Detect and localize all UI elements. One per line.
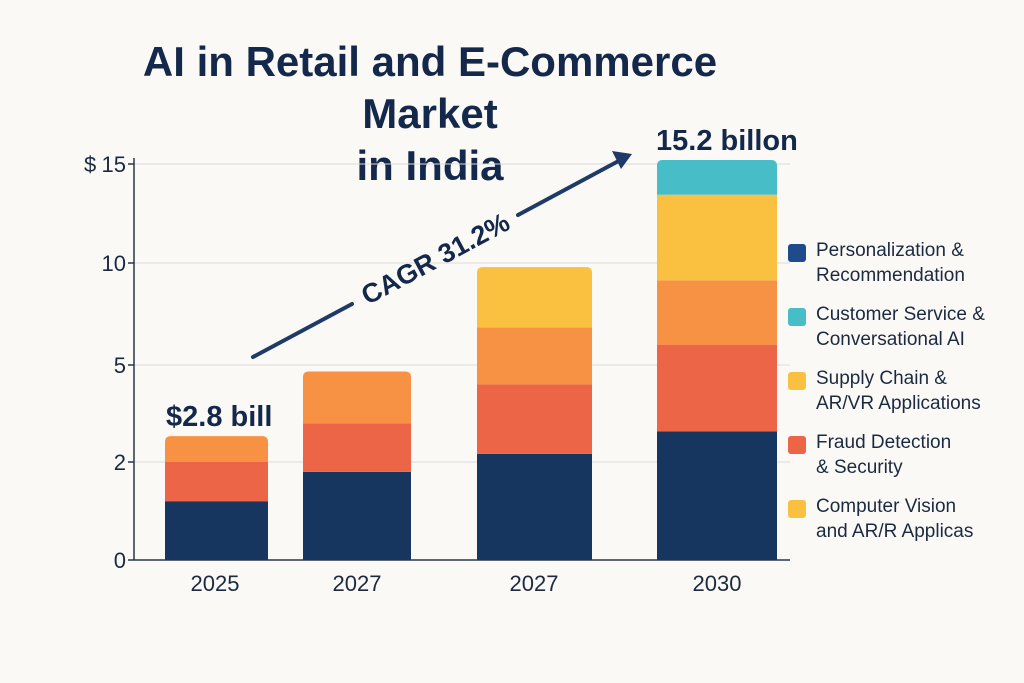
y-tick-label: 15 xyxy=(102,152,126,177)
axes: 0 2 5 10 15$2025 2027 2027 2030 xyxy=(84,152,790,596)
bar-segment xyxy=(165,501,268,560)
legend-swatch xyxy=(788,372,806,390)
growth-arrow-head xyxy=(612,151,632,169)
end-value-label: 15.2 billon xyxy=(656,125,798,157)
legend-label: Fraud Detection & Security xyxy=(816,430,951,480)
bar-segment xyxy=(303,301,411,338)
y-tick-label: 10 xyxy=(102,251,126,276)
bar-segment xyxy=(657,280,777,345)
bar-segments xyxy=(165,347,268,560)
bar-segment xyxy=(477,267,592,268)
bar-stack xyxy=(303,301,411,560)
bar-segment xyxy=(165,436,268,462)
bar-segments xyxy=(477,267,592,560)
bar-segment xyxy=(657,344,777,432)
bar-segment xyxy=(165,462,268,502)
bar-segment xyxy=(303,423,411,472)
bar-stack xyxy=(657,69,777,560)
bar-segment xyxy=(657,69,777,119)
legend-label-line: Recommendation xyxy=(816,265,965,286)
y-tick-label: 2 xyxy=(114,450,126,475)
bar-segment xyxy=(303,371,411,424)
bar-segment xyxy=(303,337,411,371)
growth-arrow-shaft xyxy=(516,155,628,217)
bar-segment xyxy=(165,373,268,404)
x-tick-label: 2030 xyxy=(693,571,742,596)
page-title: AI in Retail and E-Commerce Market in In… xyxy=(80,36,780,192)
bar-segment xyxy=(303,471,411,560)
legend-swatch xyxy=(788,436,806,454)
bar-segment xyxy=(657,194,777,281)
legend-item: Personalization & Recommendation xyxy=(788,238,1024,302)
legend-label-line: AR/VR Applications xyxy=(816,393,981,414)
legend-label-line: Personalization & xyxy=(816,240,964,261)
bar-segment xyxy=(477,327,592,385)
bar-segment xyxy=(477,384,592,454)
title-line-1: AI in Retail and E-Commerce Market xyxy=(142,38,718,137)
bars xyxy=(165,69,777,560)
bar-segment xyxy=(477,453,592,560)
legend-label-line: and AR/R Applicas xyxy=(816,521,974,542)
legend-label-line: Supply Chain & xyxy=(816,368,947,389)
x-tick-label: 2027 xyxy=(510,571,559,596)
legend-swatch xyxy=(788,500,806,518)
legend-swatch xyxy=(788,308,806,326)
growth-arrow-shaft xyxy=(251,302,354,359)
bar-segment xyxy=(657,431,777,560)
legend-item: Fraud Detection & Security xyxy=(788,430,1024,494)
legend-item: Supply Chain & AR/VR Applications xyxy=(788,366,1024,430)
bar-segment xyxy=(477,267,592,328)
y-tick-label: 5 xyxy=(114,353,126,378)
bar-segment xyxy=(165,347,268,373)
bar-segments xyxy=(657,69,777,560)
legend-label-line: Conversational AI xyxy=(816,329,965,350)
legend-label-line: Computer Vision xyxy=(816,496,957,517)
legend-label: Supply Chain & AR/VR Applications xyxy=(816,366,981,416)
legend-label: Customer Service & Conversational AI xyxy=(816,302,985,352)
legend-item: Computer Vision and AR/R Applicas xyxy=(788,494,1024,558)
y-axis-unit: $ xyxy=(84,152,96,177)
bar-segments xyxy=(303,301,411,560)
legend-label: Computer Vision and AR/R Applicas xyxy=(816,494,973,544)
bar-segment xyxy=(657,160,777,195)
legend: Personalization & Recommendation Customer … xyxy=(788,238,1024,558)
start-value-label: $2.8 bill xyxy=(166,401,272,433)
bar-stack xyxy=(477,267,592,560)
legend-swatch xyxy=(788,244,806,262)
x-tick-label: 2027 xyxy=(333,571,382,596)
legend-item: Customer Service & Conversational AI xyxy=(788,302,1024,366)
legend-label-line: & Security xyxy=(816,457,903,478)
title-line-2: in India xyxy=(356,142,504,189)
bar-stack xyxy=(165,347,268,560)
legend-label: Personalization & Recommendation xyxy=(816,238,965,288)
y-tick-label: 0 xyxy=(114,548,126,573)
legend-label-line: Fraud Detection xyxy=(816,432,952,453)
legend-label-line: Customer Service & xyxy=(816,304,985,325)
x-tick-label: 2025 xyxy=(191,571,240,596)
